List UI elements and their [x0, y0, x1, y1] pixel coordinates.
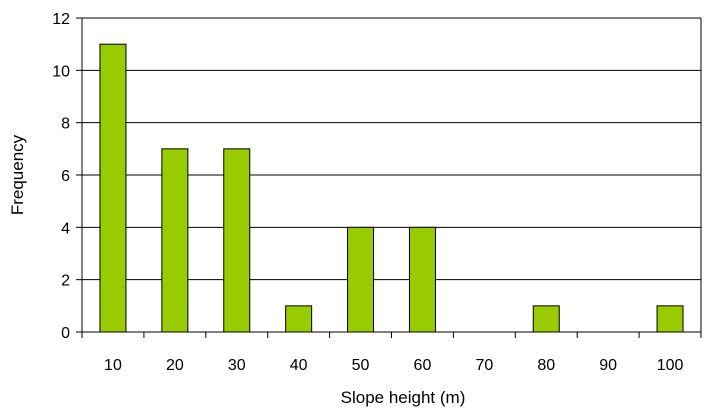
axes [76, 17, 702, 338]
bar-50 [347, 226, 375, 333]
bars [99, 43, 684, 333]
x-tick-label: 20 [166, 357, 184, 374]
y-tick-label: 6 [61, 168, 70, 185]
bar-40 [285, 305, 313, 333]
x-axis-label: Slope height (m) [341, 388, 466, 407]
y-tick-label: 10 [52, 63, 70, 80]
y-tick-label: 12 [52, 11, 70, 28]
y-axis-label: Frequency [8, 134, 27, 215]
y-tick-label: 0 [61, 325, 70, 342]
y-tick-label: 8 [61, 116, 70, 133]
x-tick-label: 70 [475, 357, 493, 374]
bar-60 [408, 226, 436, 333]
x-tick-labels: 10 20 30 40 50 60 70 80 90 100 [104, 357, 683, 374]
x-tick-label: 60 [414, 357, 432, 374]
x-tick-label: 30 [228, 357, 246, 374]
y-tick-labels: 0 2 4 6 8 10 12 [52, 11, 70, 342]
bar-10 [99, 43, 127, 333]
bar-80 [532, 305, 560, 333]
x-tick-label: 50 [352, 357, 370, 374]
x-tick-label: 100 [657, 357, 684, 374]
y-tick-label: 2 [61, 273, 70, 290]
x-tick-label: 80 [537, 357, 555, 374]
bar-20 [161, 148, 189, 333]
x-tick-label: 40 [290, 357, 308, 374]
y-tick-label: 4 [61, 220, 70, 237]
x-tick-label: 90 [599, 357, 617, 374]
bar-30 [223, 148, 251, 333]
x-tick-label: 10 [104, 357, 122, 374]
bar-100 [656, 305, 684, 333]
